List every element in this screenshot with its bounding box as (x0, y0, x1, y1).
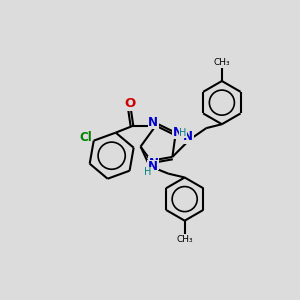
Text: CH₃: CH₃ (214, 58, 230, 67)
Text: H: H (179, 128, 187, 138)
Text: O: O (124, 97, 136, 110)
Text: N: N (183, 130, 193, 143)
Text: N: N (149, 157, 159, 169)
Text: N: N (148, 116, 158, 129)
Text: H: H (144, 167, 152, 177)
Text: Cl: Cl (79, 130, 92, 143)
Text: N: N (148, 160, 158, 173)
Text: N: N (173, 126, 183, 139)
Text: CH₃: CH₃ (176, 235, 193, 244)
